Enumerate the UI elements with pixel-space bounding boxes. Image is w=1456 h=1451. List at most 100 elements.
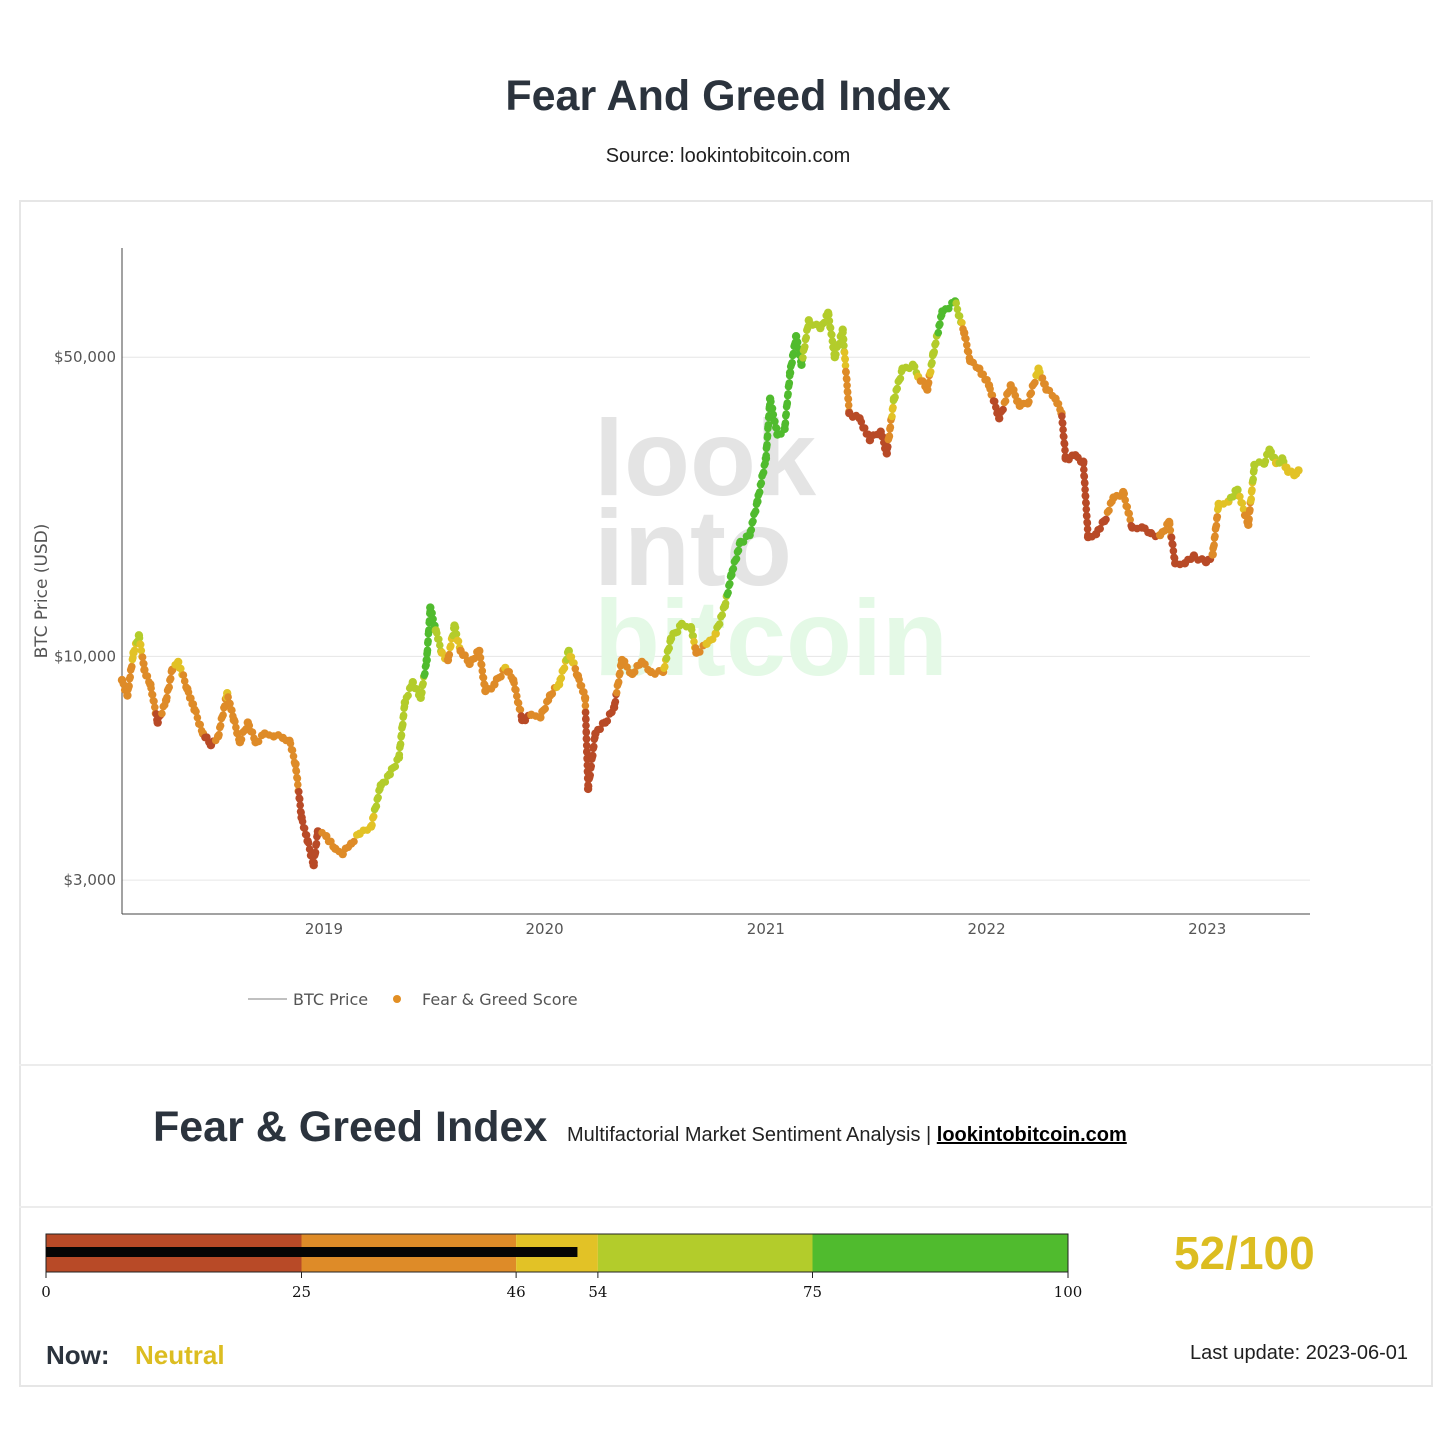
score-point	[130, 646, 139, 655]
score-point	[1081, 479, 1089, 488]
score-point	[368, 821, 376, 829]
fear-greed-markers	[117, 297, 1303, 870]
gauge-band	[597, 1234, 813, 1272]
score-point	[988, 391, 997, 400]
score-point	[793, 338, 802, 347]
score-point	[163, 693, 171, 702]
score-point	[757, 479, 766, 487]
score-point	[687, 625, 696, 634]
score-point	[999, 405, 1007, 414]
score-point	[425, 626, 433, 634]
score-point	[1212, 521, 1221, 530]
score-point	[783, 399, 792, 407]
score-point	[583, 748, 591, 756]
score-point	[734, 546, 743, 555]
score-point	[739, 538, 748, 546]
score-point	[193, 713, 202, 722]
score-point	[857, 418, 866, 426]
score-point	[192, 707, 200, 716]
score-point	[245, 721, 254, 730]
score-point	[570, 659, 578, 667]
score-point	[447, 642, 455, 650]
score-point	[177, 664, 185, 673]
score-point	[587, 762, 595, 771]
score-point	[662, 654, 671, 662]
section-title: Fear & Greed Index	[153, 1103, 548, 1151]
score-point	[582, 728, 591, 737]
y-tick-label: $10,000	[54, 647, 116, 665]
score-point	[763, 440, 771, 449]
score-point	[1060, 440, 1069, 448]
now-label: Now:	[46, 1340, 110, 1370]
legend-marker-swatch	[393, 995, 401, 1003]
score-point	[963, 341, 971, 349]
score-point	[312, 839, 321, 848]
score-point	[128, 662, 136, 671]
score-point	[1081, 485, 1089, 494]
score-point	[396, 740, 405, 748]
score-point	[147, 684, 155, 692]
score-point	[825, 317, 834, 325]
score-point	[305, 845, 314, 853]
score-point	[718, 611, 726, 619]
score-point	[1160, 527, 1169, 535]
score-point	[224, 693, 232, 701]
score-point	[1083, 512, 1091, 520]
y-axis-label: BTC Price (USD)	[32, 524, 52, 659]
gauge-band	[812, 1234, 1068, 1272]
score-point	[513, 692, 521, 700]
score-point	[603, 717, 612, 725]
gauge-tick-label: 75	[803, 1283, 822, 1301]
score-point	[1208, 550, 1217, 559]
y-tick-label: $3,000	[64, 871, 117, 889]
score-point	[445, 650, 454, 659]
score-point	[747, 526, 756, 534]
x-tick-label: 2021	[747, 920, 785, 938]
score-point	[1246, 506, 1254, 514]
score-point	[840, 341, 848, 350]
score-point	[158, 709, 166, 718]
score-point	[477, 660, 486, 669]
score-point	[296, 801, 305, 809]
score-point	[454, 637, 463, 646]
score-point	[992, 403, 1000, 412]
score-point	[582, 735, 591, 743]
gauge-tick-label: 0	[41, 1283, 51, 1301]
score-point	[1096, 524, 1104, 533]
score-point	[1229, 493, 1237, 501]
score-point	[408, 678, 417, 687]
score-point	[767, 397, 775, 406]
score-point	[789, 349, 798, 358]
score-point	[419, 680, 427, 688]
chart-card	[19, 200, 1433, 1387]
score-point	[962, 334, 970, 343]
score-point	[1261, 457, 1270, 466]
score-point	[945, 304, 953, 313]
score-point	[1169, 547, 1178, 555]
score-point	[928, 358, 936, 367]
score-point	[696, 648, 704, 656]
score-point	[216, 721, 225, 730]
score-point	[891, 393, 899, 402]
score-point	[964, 348, 973, 356]
score-point	[828, 331, 836, 339]
score-point	[1027, 389, 1036, 397]
legend-entry: BTC Price	[293, 990, 368, 1009]
score-point	[1245, 515, 1253, 523]
score-point	[399, 720, 407, 729]
score-point	[435, 635, 443, 644]
score-point	[254, 737, 263, 746]
x-tick-label: 2022	[967, 920, 1005, 938]
score-point	[884, 442, 892, 451]
source-link[interactable]: lookintobitcoin.com	[936, 1124, 1127, 1146]
score-point	[986, 385, 994, 393]
tagline-text: Multifactorial Market Sentiment Analysis…	[567, 1124, 937, 1146]
score-point	[374, 793, 382, 802]
score-point	[1125, 509, 1133, 518]
score-point	[1236, 492, 1244, 501]
score-point	[926, 368, 935, 376]
score-point	[590, 742, 598, 751]
score-point	[311, 848, 320, 857]
score-point	[291, 759, 300, 769]
